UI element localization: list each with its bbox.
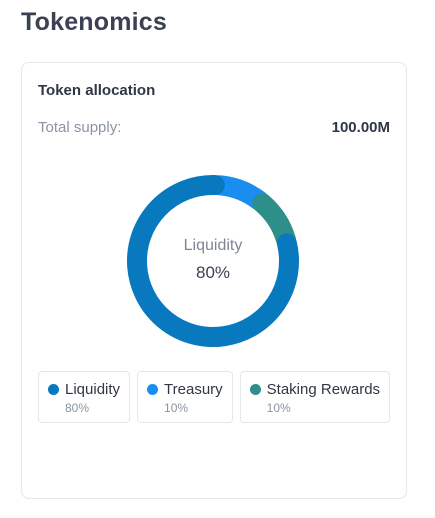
total-supply-label: Total supply:: [38, 119, 122, 136]
donut-segment-liquidity[interactable]: [127, 175, 299, 347]
treasury-dot-icon: [147, 383, 159, 395]
page-title: Tokenomics: [21, 8, 168, 36]
legend-item-treasury[interactable]: Treasury 10%: [137, 371, 233, 423]
card-title: Token allocation: [38, 82, 156, 99]
liquidity-dot-icon: [48, 383, 59, 395]
legend-percent: 80%: [65, 400, 90, 415]
donut-segment-treasury[interactable]: [209, 175, 270, 211]
staking-rewards-dot-icon: [249, 383, 261, 395]
legend-name: Treasury: [164, 380, 223, 398]
legend-name: Liquidity: [65, 380, 121, 398]
legend-percent: 10%: [266, 400, 291, 415]
allocation-donut-chart: Liquidity 80%: [125, 173, 301, 349]
donut-center-label: Liquidity: [183, 237, 243, 254]
donut-segment-staking-rewards[interactable]: [252, 193, 296, 250]
token-allocation-card: Token allocation Total supply: 100.00M L…: [21, 62, 407, 499]
donut-svg: [127, 175, 299, 347]
donut-center-value: 80%: [195, 263, 231, 282]
allocation-legend: Liquidity 80% Treasury 10% Staking Rewar…: [38, 371, 394, 423]
legend-item-liquidity[interactable]: Liquidity 80%: [38, 371, 131, 423]
total-supply-value: 100.00M: [331, 119, 390, 136]
legend-percent: 10%: [164, 400, 189, 415]
legend-name: Staking Rewards: [266, 380, 381, 398]
legend-item-staking-rewards[interactable]: Staking Rewards 10%: [239, 371, 391, 423]
